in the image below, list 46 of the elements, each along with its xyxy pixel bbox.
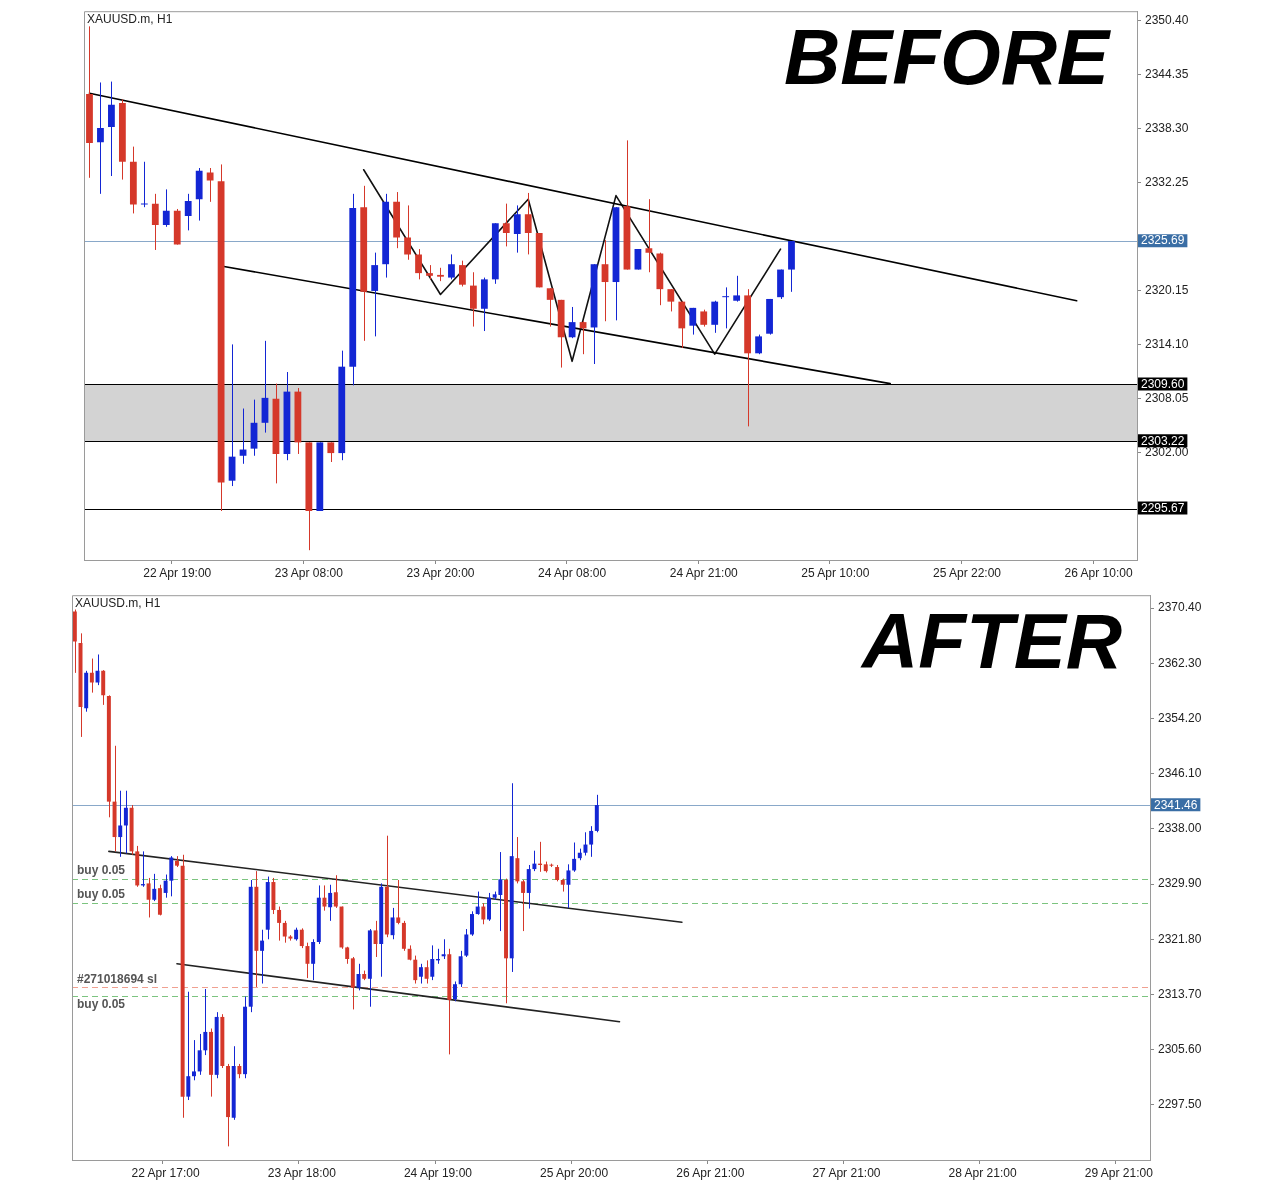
y-tick-label: 2370.40 (1158, 600, 1202, 615)
ref-line-label: 2309.60 (1141, 376, 1185, 391)
y-tick-label: 2305.60 (1158, 1041, 1202, 1056)
y-tick-label: 2344.35 (1145, 67, 1189, 82)
annotation: BEFORE (783, 12, 1111, 101)
x-tick-label: 26 Apr 10:00 (1064, 565, 1133, 580)
ref-line-label: 2295.67 (1141, 500, 1185, 515)
ref-line-label: 2341.46 (1154, 797, 1198, 812)
x-tick-label: 27 Apr 21:00 (812, 1165, 881, 1180)
x-tick-label: 23 Apr 20:00 (406, 565, 475, 580)
x-tick-label: 22 Apr 19:00 (143, 565, 212, 580)
x-tick-label: 29 Apr 21:00 (1084, 1165, 1154, 1180)
chart-title: XAUUSD.m, H1 (87, 11, 173, 26)
x-tick-label: 26 Apr 21:00 (676, 1165, 745, 1180)
ref-line-label: buy 0.05 (77, 863, 126, 878)
x-tick-label: 25 Apr 22:00 (932, 565, 1002, 580)
ref-line-label: #271018694 sl (77, 971, 158, 986)
x-tick-label: 24 Apr 21:00 (669, 565, 739, 580)
y-tick-label: 2338.30 (1145, 121, 1189, 136)
ref-line-label: buy 0.05 (77, 887, 126, 902)
y-tick-label: 2329.90 (1158, 876, 1202, 891)
y-tick-label: 2362.30 (1158, 655, 1202, 670)
y-tick-label: 2332.25 (1145, 175, 1189, 190)
x-tick-label: 24 Apr 08:00 (538, 565, 607, 580)
x-tick-label: 23 Apr 18:00 (267, 1165, 337, 1180)
x-tick-label: 24 Apr 19:00 (403, 1165, 473, 1180)
chart-title: XAUUSD.m, H1 (75, 595, 161, 610)
x-tick-label: 23 Apr 08:00 (274, 565, 344, 580)
x-tick-label: 25 Apr 20:00 (540, 1165, 609, 1180)
y-tick-label: 2354.20 (1158, 710, 1202, 725)
y-tick-label: 2346.10 (1158, 766, 1202, 781)
x-tick-label: 25 Apr 10:00 (801, 565, 870, 580)
annotation: AFTER (860, 596, 1122, 685)
y-tick-label: 2308.05 (1145, 390, 1189, 405)
ref-line-label: buy 0.05 (77, 996, 126, 1011)
x-tick-label: 22 Apr 17:00 (131, 1165, 200, 1180)
y-tick-label: 2321.80 (1158, 931, 1202, 946)
y-tick-label: 2338.00 (1158, 821, 1202, 836)
y-tick-label: 2297.50 (1158, 1097, 1202, 1112)
y-tick-label: 2350.40 (1145, 13, 1189, 28)
y-tick-label: 2314.10 (1145, 336, 1189, 351)
ref-line-label: 2325.69 (1141, 233, 1185, 248)
y-tick-label: 2313.70 (1158, 986, 1202, 1001)
ref-line-label: 2303.22 (1141, 433, 1185, 448)
y-tick-label: 2320.15 (1145, 282, 1189, 297)
x-tick-label: 28 Apr 21:00 (948, 1165, 1017, 1180)
